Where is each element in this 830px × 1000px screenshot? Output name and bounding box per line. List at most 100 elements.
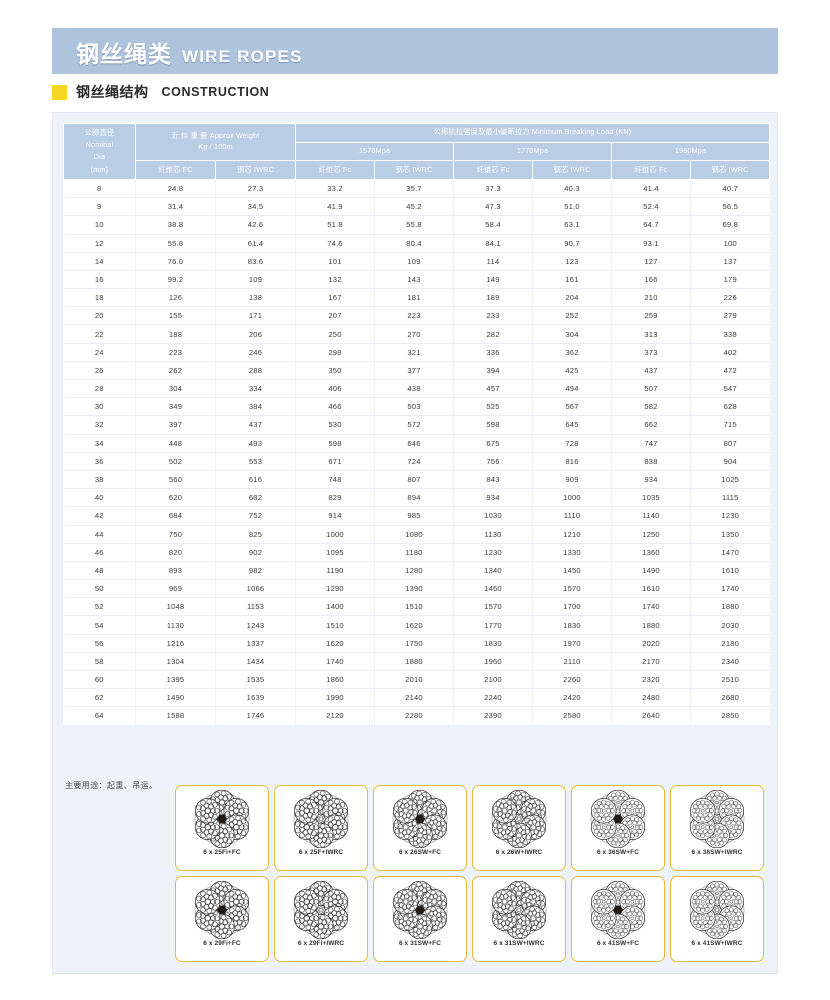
table-cell: 207 [295, 306, 376, 326]
table-row: 52 1048 1153 1400 1510 1570 1700 1740 1880 [63, 597, 770, 617]
table-cell: 2640 [611, 706, 692, 725]
table-cell: 80.4 [374, 234, 455, 253]
table-cell: 437 [215, 415, 297, 435]
table-cell: 1990 [295, 688, 376, 708]
table-cell: 109 [215, 270, 297, 290]
table-cell: 27.3 [215, 179, 297, 199]
table-cell: 350 [295, 361, 376, 381]
table-cell: 262 [135, 361, 216, 381]
rope-construction-card[interactable]: 6 x 26SW+FC [373, 785, 467, 871]
table-row: 62 1490 1639 1990 2140 2240 2420 2480 2680 [63, 688, 770, 708]
table-row: 14 76.0 83.6 101 109 114 123 127 137 [63, 252, 770, 271]
table-cell: 628 [690, 397, 770, 417]
table-cell: 114 [453, 252, 534, 271]
cell-nominal-dia: 22 [63, 324, 136, 344]
rope-cross-section-icon [682, 790, 752, 848]
table-cell: 189 [453, 288, 534, 308]
table-cell: 181 [374, 288, 455, 308]
banner-title-en: WIRE ROPES [182, 47, 303, 66]
table-cell: 894 [374, 488, 455, 508]
th-nominal-dia: 公称直径 Nominal Dia (mm) [63, 123, 136, 180]
cell-nominal-dia: 32 [63, 415, 136, 435]
rope-construction-label: 6 x 31SW+FC [398, 940, 442, 947]
table-cell: 1230 [453, 543, 534, 562]
th-1570-iwrc: 钢芯 IWRC [374, 160, 455, 180]
table-row: 24 223 246 298 321 336 362 373 402 [63, 343, 770, 362]
table-cell: 204 [532, 288, 613, 308]
table-cell: 1860 [295, 670, 376, 690]
table-cell: 902 [215, 543, 297, 562]
table-cell: 1360 [611, 543, 692, 562]
table-cell: 728 [532, 434, 613, 453]
table-cell: 1610 [611, 579, 692, 599]
rope-cross-section-icon [583, 881, 653, 939]
table-cell: 934 [611, 470, 692, 490]
rope-construction-card[interactable]: 6 x 29Fi+FC [175, 876, 269, 962]
table-cell: 179 [690, 270, 770, 290]
table-cell: 756 [453, 452, 534, 471]
table-cell: 74.6 [295, 234, 376, 253]
rope-construction-label: 6 x 25Fi+FC [203, 849, 241, 856]
rope-cross-section-svg [689, 790, 745, 848]
table-cell: 55.8 [135, 234, 216, 253]
table-cell: 1510 [374, 597, 455, 617]
table-cell: 645 [532, 415, 613, 435]
table-cell: 2010 [374, 670, 455, 690]
banner-title-cn: 钢丝绳类 [76, 41, 172, 67]
rope-construction-card[interactable]: 6 x 26W+IWRC [472, 785, 566, 871]
table-cell: 682 [215, 488, 297, 508]
table-cell: 52.4 [611, 197, 692, 217]
cell-nominal-dia: 20 [63, 306, 136, 326]
table-cell: 816 [532, 452, 613, 471]
rope-construction-card[interactable]: 6 x 31SW+IWRC [472, 876, 566, 962]
table-cell: 1770 [453, 615, 534, 635]
th-1770-iwrc: 钢芯 IWRC [532, 160, 613, 180]
table-row: 36 502 553 671 724 756 816 838 904 [63, 452, 770, 471]
table-cell: 155 [135, 306, 216, 326]
table-cell: 2420 [532, 688, 613, 708]
rope-construction-card[interactable]: 6 x 29Fi+IWRC [274, 876, 368, 962]
table-row: 28 304 334 406 438 457 494 507 547 [63, 379, 770, 399]
rope-construction-card[interactable]: 6 x 36SW+IWRC [670, 785, 764, 871]
rope-construction-label: 6 x 29Fi+FC [203, 940, 241, 947]
table-cell: 69.8 [690, 215, 770, 235]
rope-construction-card[interactable]: 6 x 41SW+IWRC [670, 876, 764, 962]
table-cell: 1115 [690, 488, 770, 508]
table-cell: 101 [295, 252, 376, 271]
rope-construction-card[interactable]: 6 x 25F+IWRC [274, 785, 368, 871]
table-cell: 1750 [374, 634, 455, 653]
rope-construction-card[interactable]: 6 x 41SW+FC [571, 876, 665, 962]
table-cell: 893 [135, 561, 216, 581]
cell-nominal-dia: 46 [63, 543, 136, 562]
table-cell: 377 [374, 361, 455, 381]
th-approx-weight-text: 近 似 重 量 Approx Weight [171, 131, 260, 141]
rope-cross-section-icon [682, 881, 752, 939]
th-strength-1570: 1570Mpa [295, 141, 455, 162]
table-row: 50 969 1066 1290 1390 1460 1570 1610 1740 [63, 579, 770, 599]
table-cell: 1880 [611, 615, 692, 635]
spec-table-wrap: 公称直径 Nominal Dia (mm) 近 似 重 量 Approx Wei… [63, 122, 771, 725]
table-cell: 560 [135, 470, 216, 490]
table-cell: 223 [374, 306, 455, 326]
table-cell: 45.2 [374, 197, 455, 217]
table-cell: 252 [532, 306, 613, 326]
table-cell: 553 [215, 452, 297, 471]
table-cell: 1350 [690, 525, 770, 544]
table-cell: 334 [215, 379, 297, 399]
rope-construction-card[interactable]: 6 x 25Fi+FC [175, 785, 269, 871]
table-cell: 1880 [690, 597, 770, 617]
cell-nominal-dia: 30 [63, 397, 136, 417]
table-row: 8 24.8 27.3 33.2 35.7 37.3 40.3 41.4 40.7 [63, 179, 770, 199]
table-row: 42 684 752 914 985 1030 1110 1140 1230 [63, 506, 770, 526]
rope-cross-section-svg [491, 881, 547, 939]
table-header-row-1: 公称直径 Nominal Dia (mm) 近 似 重 量 Approx Wei… [63, 122, 771, 180]
table-row: 32 397 437 530 572 598 645 662 715 [63, 415, 770, 435]
table-cell: 684 [135, 506, 216, 526]
rope-cross-section-icon [286, 790, 356, 848]
rope-construction-card[interactable]: 6 x 36SW+FC [571, 785, 665, 871]
rope-construction-label: 6 x 36SW+IWRC [691, 849, 743, 856]
table-cell: 223 [135, 343, 216, 362]
rope-construction-card[interactable]: 6 x 31SW+FC [373, 876, 467, 962]
table-cell: 1570 [532, 579, 613, 599]
